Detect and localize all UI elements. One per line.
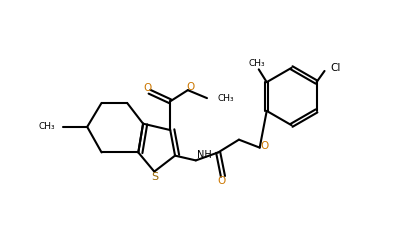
Text: CH₃: CH₃ [217, 94, 234, 103]
Text: CH₃: CH₃ [39, 122, 55, 131]
Text: NH: NH [197, 150, 212, 160]
Text: O: O [186, 82, 194, 92]
Text: S: S [152, 172, 159, 182]
Text: CH₃: CH₃ [249, 59, 265, 68]
Text: O: O [260, 141, 269, 151]
Text: Cl: Cl [330, 63, 340, 73]
Text: O: O [144, 83, 152, 93]
Text: O: O [217, 176, 226, 186]
